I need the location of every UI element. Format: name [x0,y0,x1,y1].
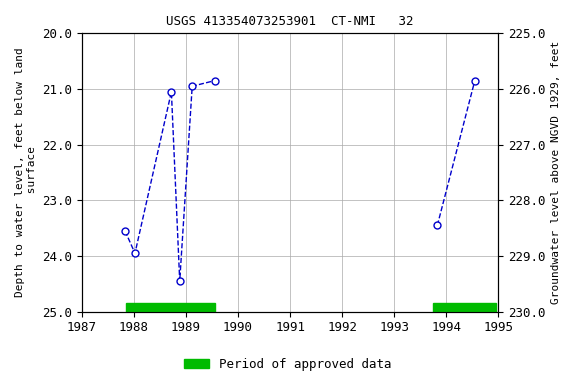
Bar [126,303,215,312]
Bar [433,303,495,312]
Title: USGS 413354073253901  CT-NMI   32: USGS 413354073253901 CT-NMI 32 [166,15,414,28]
Y-axis label: Depth to water level, feet below land
 surface: Depth to water level, feet below land su… [15,48,37,297]
Y-axis label: Groundwater level above NGVD 1929, feet: Groundwater level above NGVD 1929, feet [551,41,561,304]
Legend: Period of approved data: Period of approved data [179,353,397,376]
